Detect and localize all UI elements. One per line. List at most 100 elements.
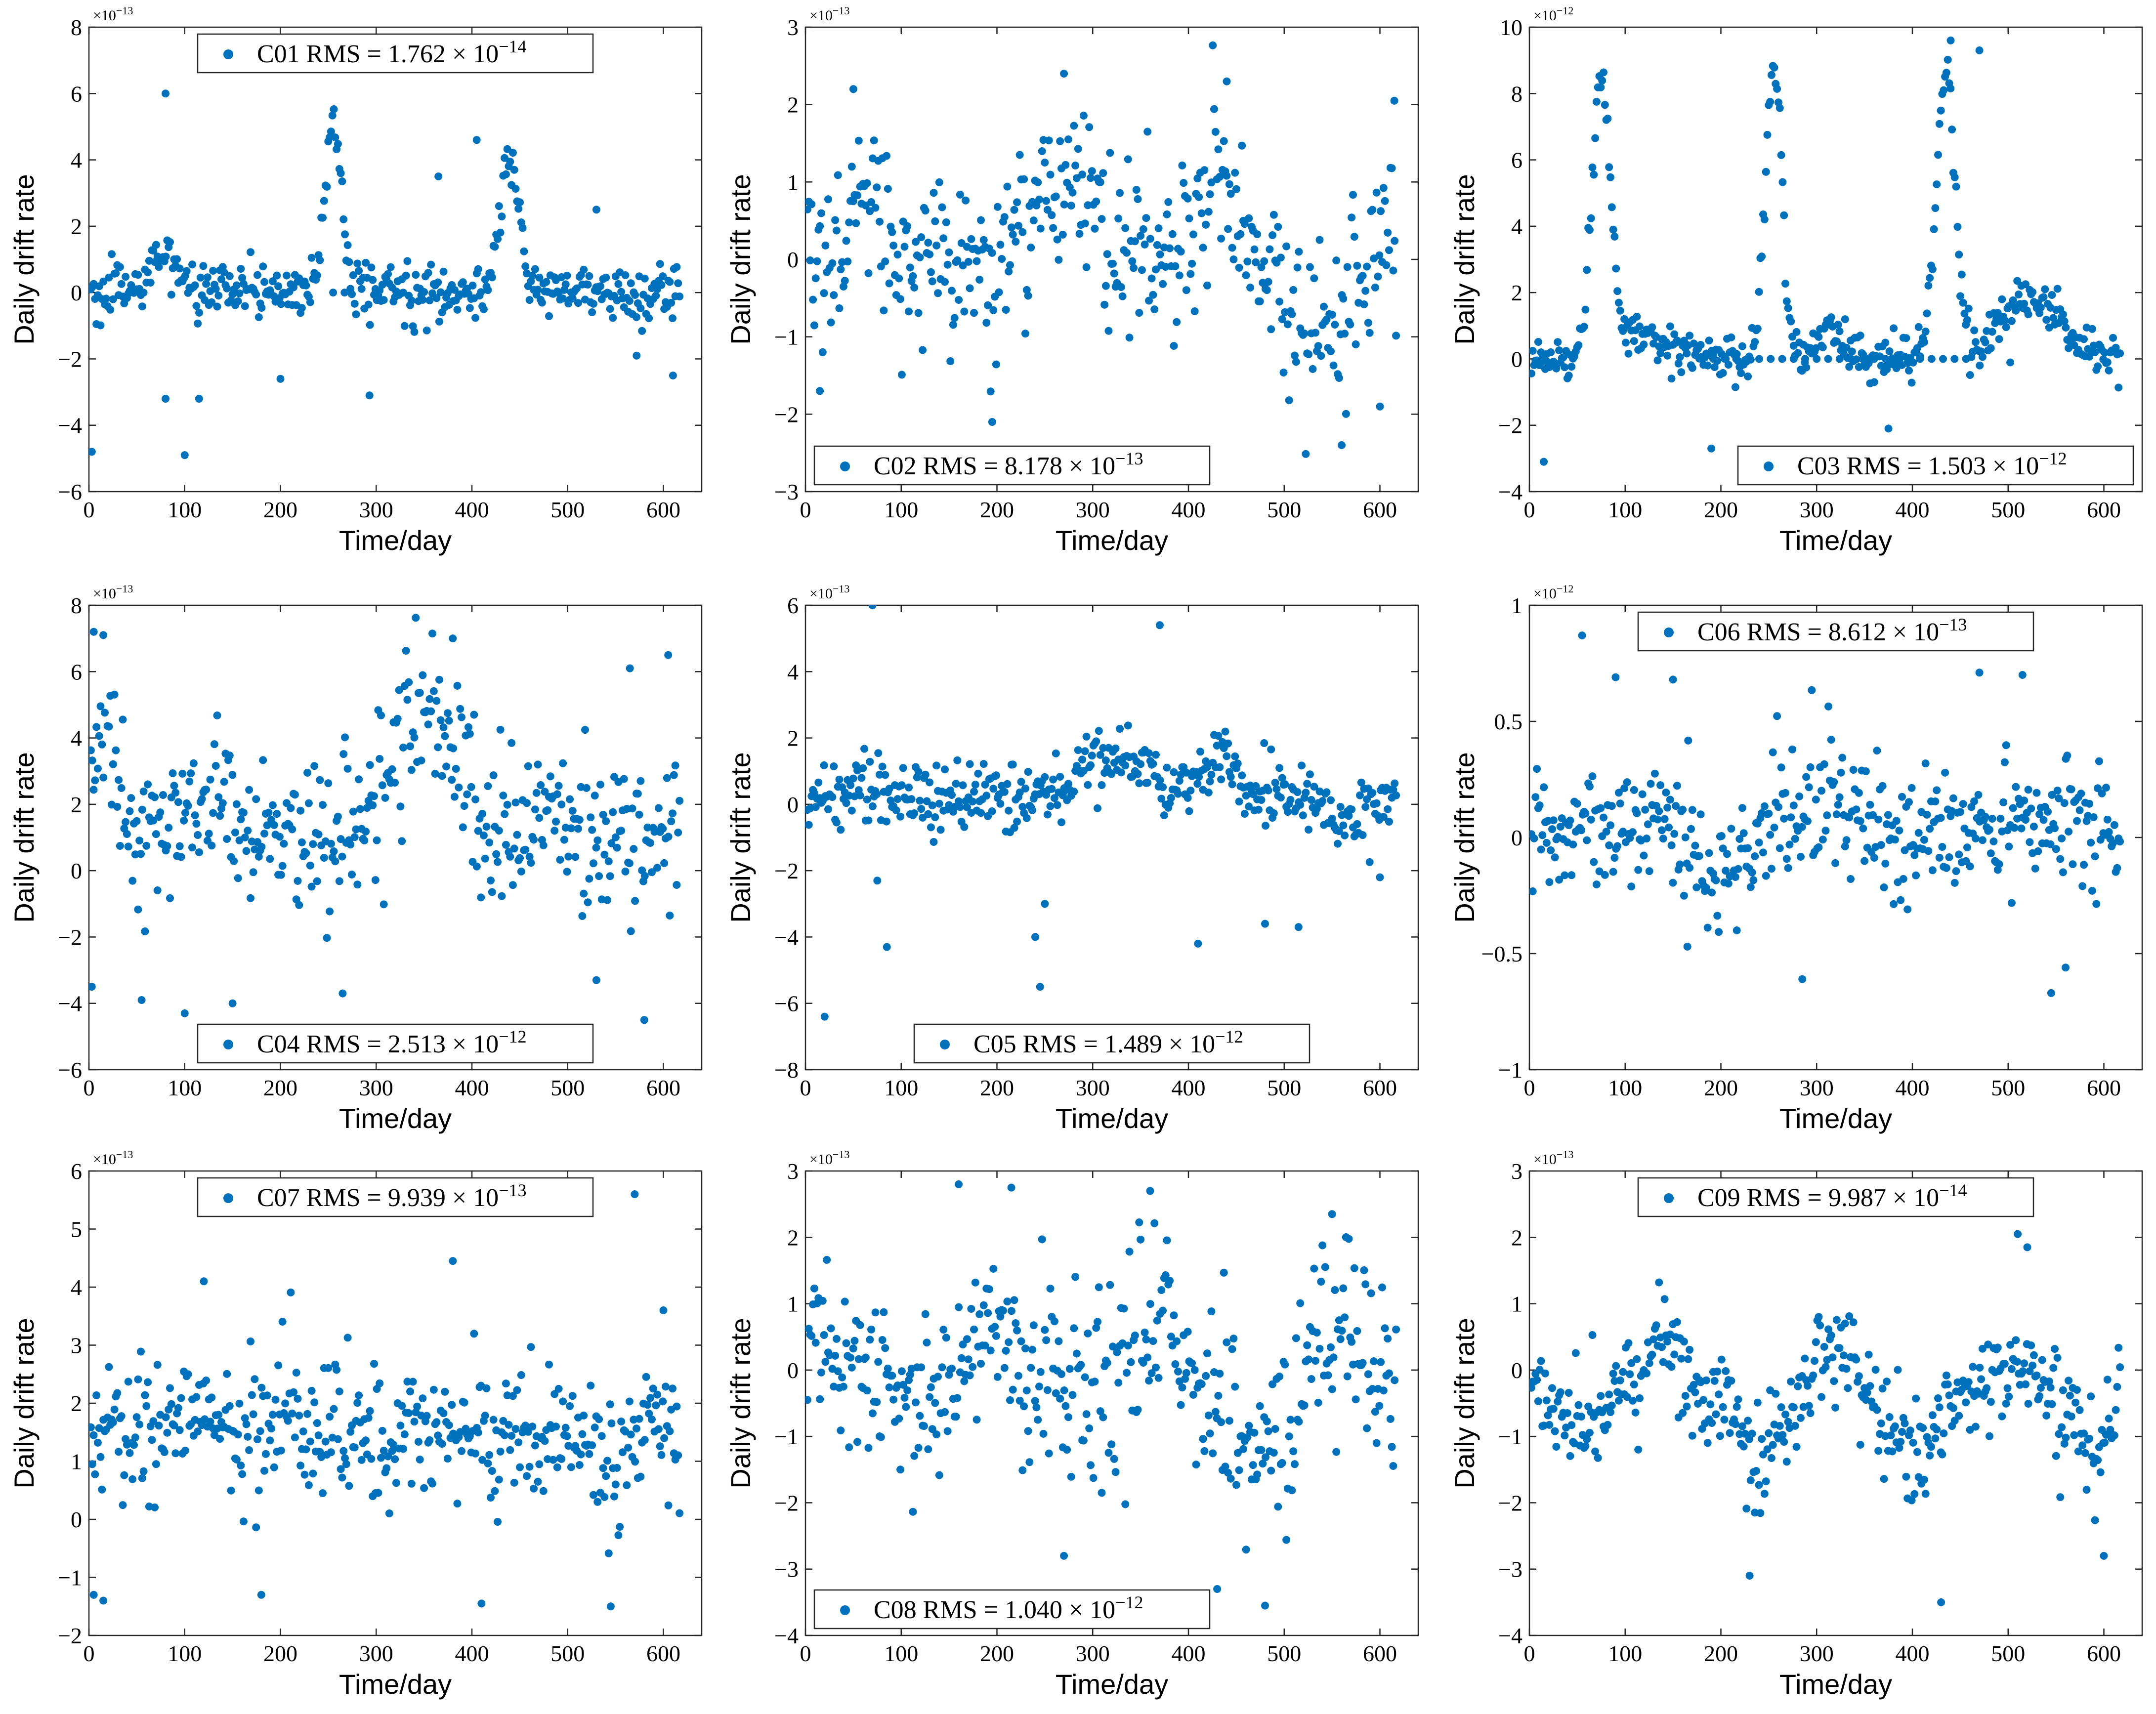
data-point bbox=[277, 1446, 285, 1455]
data-point bbox=[1921, 328, 1930, 335]
data-point bbox=[634, 790, 642, 798]
data-point bbox=[162, 1413, 170, 1421]
data-point bbox=[1328, 1210, 1336, 1218]
data-point bbox=[427, 260, 435, 269]
data-point bbox=[1050, 1317, 1058, 1326]
x-tick-label: 600 bbox=[1363, 1641, 1397, 1666]
data-point bbox=[206, 1418, 214, 1426]
data-point bbox=[1048, 211, 1056, 219]
data-point bbox=[506, 852, 514, 861]
data-point bbox=[245, 786, 254, 794]
data-point bbox=[1870, 378, 1878, 386]
data-point bbox=[617, 288, 626, 296]
data-point bbox=[89, 448, 96, 456]
legend: C05 RMS = 1.489 × 10−12 bbox=[913, 1023, 1311, 1064]
y-tick-label: 1 bbox=[71, 1449, 82, 1474]
data-point bbox=[1835, 355, 1844, 363]
data-point bbox=[1780, 1438, 1788, 1446]
data-point bbox=[1253, 230, 1262, 239]
data-point bbox=[1250, 245, 1259, 253]
data-point bbox=[1931, 797, 1940, 805]
data-point bbox=[178, 769, 187, 778]
data-point bbox=[331, 857, 339, 866]
data-point bbox=[369, 276, 377, 284]
data-point bbox=[1206, 1429, 1214, 1438]
data-point bbox=[1727, 1377, 1735, 1385]
data-point bbox=[531, 265, 539, 273]
data-point bbox=[1000, 1364, 1009, 1372]
data-point bbox=[580, 1411, 588, 1420]
data-point bbox=[453, 1500, 462, 1508]
data-point bbox=[2014, 1230, 2022, 1238]
y-tick-label: 2 bbox=[71, 1391, 82, 1416]
data-point bbox=[1078, 170, 1087, 179]
data-point bbox=[1884, 811, 1892, 819]
data-point bbox=[449, 634, 457, 643]
data-point bbox=[432, 294, 441, 302]
data-point bbox=[1715, 928, 1723, 936]
data-point bbox=[1806, 1409, 1815, 1418]
data-point bbox=[495, 202, 503, 210]
data-point bbox=[1349, 191, 1357, 199]
data-point bbox=[2039, 816, 2048, 824]
data-point bbox=[1649, 1335, 1658, 1343]
x-axis-label: Time/day bbox=[339, 1669, 452, 1700]
data-point bbox=[1240, 810, 1249, 818]
data-point bbox=[1231, 168, 1239, 177]
data-point bbox=[2091, 348, 2099, 356]
data-point bbox=[494, 858, 502, 866]
data-point bbox=[1103, 250, 1111, 258]
data-point bbox=[1552, 1443, 1561, 1451]
data-point bbox=[1763, 130, 1772, 139]
data-point bbox=[482, 1384, 491, 1392]
panel-c06: 0 100 200 300 400 500 600−1−0.500.51 ×10−12Time… bbox=[1449, 583, 2143, 1134]
data-point bbox=[496, 725, 505, 734]
data-point bbox=[1087, 761, 1095, 769]
data-point bbox=[633, 351, 641, 360]
data-point bbox=[96, 321, 105, 330]
data-point bbox=[1091, 224, 1099, 233]
data-point bbox=[445, 716, 453, 725]
data-point bbox=[1007, 1307, 1015, 1315]
data-point bbox=[261, 1450, 270, 1458]
data-point bbox=[1605, 1390, 1613, 1399]
data-point bbox=[1878, 782, 1887, 790]
data-point bbox=[664, 651, 673, 659]
data-point bbox=[339, 750, 348, 758]
data-point bbox=[1746, 1476, 1755, 1484]
data-point bbox=[593, 1498, 602, 1506]
data-point bbox=[2024, 786, 2032, 794]
data-point bbox=[528, 1422, 537, 1431]
data-point bbox=[2105, 366, 2113, 375]
data-point bbox=[1317, 352, 1325, 360]
data-point bbox=[1831, 1403, 1840, 1412]
data-point bbox=[537, 781, 545, 789]
data-point bbox=[230, 857, 238, 865]
data-point bbox=[1610, 232, 1619, 241]
data-point bbox=[631, 1458, 639, 1466]
data-point bbox=[1987, 344, 1995, 352]
data-point bbox=[1612, 264, 1620, 273]
data-point bbox=[1585, 1428, 1594, 1437]
data-point bbox=[419, 295, 427, 304]
data-point bbox=[927, 268, 935, 276]
data-point bbox=[1216, 763, 1224, 771]
data-point bbox=[591, 792, 599, 800]
data-point bbox=[1385, 1369, 1393, 1378]
data-point bbox=[2060, 1439, 2069, 1448]
data-points bbox=[1529, 631, 2124, 997]
x-tick-label: 600 bbox=[2087, 1075, 2121, 1100]
legend-marker bbox=[1664, 1193, 1674, 1203]
data-point bbox=[609, 314, 617, 322]
data-point bbox=[611, 833, 620, 841]
data-point bbox=[602, 1472, 610, 1480]
data-point bbox=[1941, 768, 1949, 777]
x-tick-label: 300 bbox=[1800, 497, 1834, 522]
data-point bbox=[1695, 852, 1703, 860]
data-point bbox=[1068, 1391, 1077, 1399]
data-point bbox=[1203, 281, 1211, 290]
data-point bbox=[1060, 70, 1068, 78]
data-point bbox=[1100, 300, 1109, 309]
data-point bbox=[1121, 224, 1130, 232]
data-point bbox=[1912, 1394, 1920, 1403]
